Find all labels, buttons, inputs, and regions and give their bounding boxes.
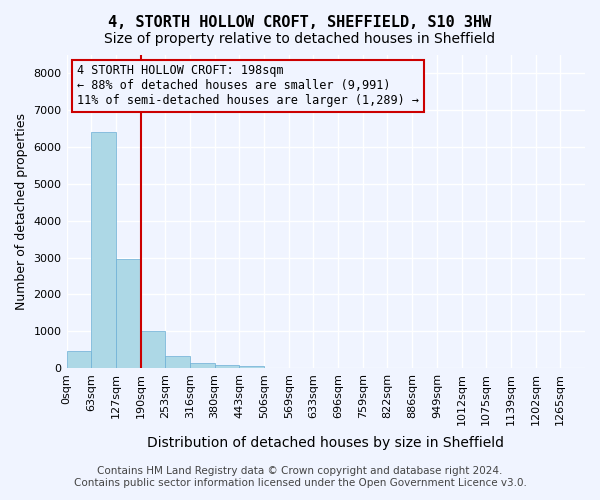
- Text: 4 STORTH HOLLOW CROFT: 198sqm
← 88% of detached houses are smaller (9,991)
11% o: 4 STORTH HOLLOW CROFT: 198sqm ← 88% of d…: [77, 64, 419, 108]
- Text: Size of property relative to detached houses in Sheffield: Size of property relative to detached ho…: [104, 32, 496, 46]
- Bar: [140, 331, 165, 368]
- Text: Contains HM Land Registry data © Crown copyright and database right 2024.
Contai: Contains HM Land Registry data © Crown c…: [74, 466, 526, 487]
- Bar: [215, 364, 239, 368]
- Bar: [116, 260, 140, 368]
- X-axis label: Distribution of detached houses by size in Sheffield: Distribution of detached houses by size …: [147, 436, 504, 450]
- Y-axis label: Number of detached properties: Number of detached properties: [15, 113, 28, 310]
- Bar: [91, 132, 116, 368]
- Bar: [190, 363, 215, 368]
- Bar: [239, 366, 264, 368]
- Text: 4, STORTH HOLLOW CROFT, SHEFFIELD, S10 3HW: 4, STORTH HOLLOW CROFT, SHEFFIELD, S10 3…: [109, 15, 491, 30]
- Bar: [165, 356, 190, 368]
- Bar: [67, 352, 91, 368]
